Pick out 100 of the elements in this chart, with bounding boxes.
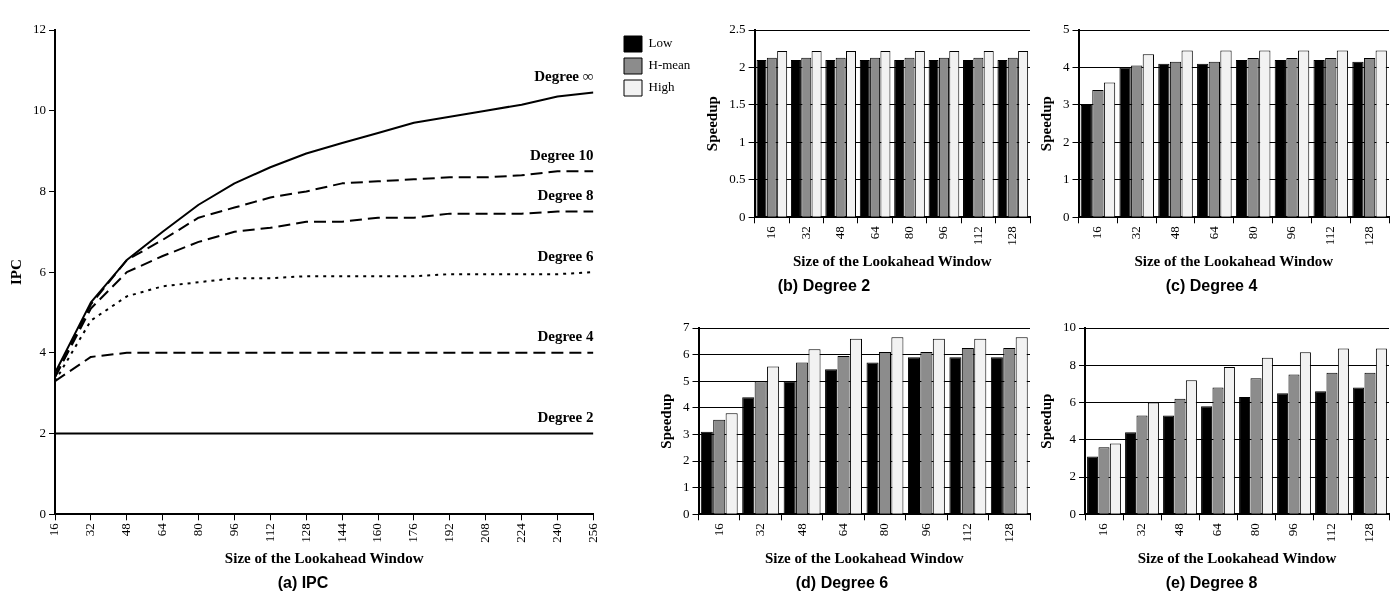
x-tick-label: 32 bbox=[752, 523, 768, 537]
x-tick-label: 48 bbox=[832, 226, 848, 240]
y-tick-label: 8 bbox=[39, 182, 46, 198]
x-tick-label: 128 bbox=[1361, 226, 1377, 246]
x-tick-label: 240 bbox=[548, 523, 564, 543]
x-tick-label: 80 bbox=[190, 523, 205, 537]
x-tick-label: 192 bbox=[441, 523, 457, 543]
text: (b) Degree 2 bbox=[777, 276, 871, 294]
x-tick-label: 112 bbox=[969, 226, 985, 246]
y-tick-label: 6 bbox=[1069, 393, 1077, 409]
text: (a) IPC bbox=[277, 573, 329, 591]
y-tick-label: 2 bbox=[683, 452, 690, 468]
text: (d) Degree 6 bbox=[795, 573, 889, 591]
series-label: Degree 8 bbox=[537, 186, 594, 203]
legend-label: Low bbox=[648, 35, 673, 51]
x-tick-label: 128 bbox=[297, 523, 313, 543]
x-tick-label: 112 bbox=[261, 523, 277, 543]
y-axis-title: Speedup bbox=[1037, 96, 1054, 152]
y-axis-title: Speedup bbox=[704, 96, 721, 152]
y-tick-label: 2 bbox=[1069, 468, 1076, 484]
x-tick-label: 64 bbox=[154, 522, 170, 537]
x-tick-label: 96 bbox=[935, 225, 951, 240]
series-label: Degree 2 bbox=[537, 408, 594, 425]
x-tick-label: 160 bbox=[369, 523, 385, 543]
x-tick-label: 80 bbox=[900, 226, 916, 240]
y-tick-label: 0 bbox=[683, 505, 690, 521]
x-tick-label: 112 bbox=[1322, 226, 1338, 246]
y-tick-label: 4 bbox=[39, 344, 47, 360]
x-tick-label: 112 bbox=[959, 523, 975, 543]
series-label: Degree 4 bbox=[537, 328, 594, 345]
x-tick-label: 32 bbox=[797, 226, 813, 240]
x-tick-label: 128 bbox=[1361, 523, 1377, 543]
x-tick-label: 16 bbox=[1089, 225, 1105, 240]
x-axis-title: Size of the Lookahead Window bbox=[764, 549, 964, 566]
y-tick-label: 5 bbox=[1063, 21, 1070, 37]
x-tick-label: 96 bbox=[917, 522, 933, 537]
x-axis-title: Size of the Lookahead Window bbox=[1137, 549, 1337, 566]
x-tick-label: 16 bbox=[46, 522, 62, 537]
y-tick-label: 8 bbox=[1069, 356, 1076, 372]
x-tick-label: 32 bbox=[82, 523, 98, 537]
x-tick-label: 16 bbox=[1095, 522, 1111, 537]
y-tick-label: 2.5 bbox=[729, 21, 746, 37]
x-tick-label: 64 bbox=[866, 225, 882, 240]
y-tick-label: 6 bbox=[39, 263, 47, 279]
y-tick-label: 0 bbox=[1069, 505, 1076, 521]
x-tick-label: 96 bbox=[1285, 522, 1301, 537]
y-tick-label: 4 bbox=[1063, 58, 1070, 74]
x-tick-label: 32 bbox=[1133, 523, 1149, 537]
series-label: Degree 6 bbox=[537, 247, 594, 264]
y-tick-label: 10 bbox=[1063, 319, 1076, 335]
x-tick-label: 96 bbox=[225, 522, 241, 537]
x-tick-label: 64 bbox=[834, 522, 850, 537]
y-axis-title: Speedup bbox=[657, 393, 674, 449]
y-tick-label: 10 bbox=[33, 102, 46, 118]
series-label: Degree 10 bbox=[529, 146, 594, 163]
y-axis-title: Speedup bbox=[1037, 393, 1054, 449]
legend-label: H-mean bbox=[648, 57, 691, 73]
x-tick-label: 144 bbox=[333, 522, 349, 543]
y-tick-label: 1.5 bbox=[729, 96, 746, 112]
x-tick-label: 48 bbox=[1166, 226, 1182, 240]
y-tick-label: 2 bbox=[39, 425, 46, 441]
y-tick-label: 3 bbox=[1063, 96, 1070, 112]
y-tick-label: 4 bbox=[683, 399, 690, 415]
x-tick-label: 16 bbox=[763, 225, 779, 240]
x-tick-label: 80 bbox=[1247, 523, 1263, 537]
y-tick-label: 1 bbox=[1063, 171, 1070, 187]
y-tick-label: 5 bbox=[683, 372, 690, 388]
y-tick-label: 3 bbox=[683, 425, 690, 441]
legend-label: High bbox=[648, 79, 675, 95]
text: (e) Degree 8 bbox=[1165, 573, 1258, 591]
series-label: Degree ∞ bbox=[534, 67, 594, 84]
x-tick-label: 176 bbox=[405, 522, 421, 543]
x-tick-label: 48 bbox=[793, 523, 809, 537]
y-tick-label: 7 bbox=[683, 319, 690, 335]
x-tick-label: 128 bbox=[1004, 226, 1020, 246]
y-tick-label: 0 bbox=[1063, 208, 1070, 224]
x-tick-label: 256 bbox=[584, 522, 600, 543]
x-axis-title: Size of the Lookahead Window bbox=[224, 549, 424, 566]
x-tick-label: 16 bbox=[710, 522, 726, 537]
x-tick-label: 80 bbox=[1244, 226, 1260, 240]
x-tick-label: 32 bbox=[1128, 226, 1144, 240]
x-axis-title: Size of the Lookahead Window bbox=[792, 252, 992, 269]
x-tick-label: 112 bbox=[1323, 523, 1339, 543]
x-tick-label: 224 bbox=[513, 522, 529, 543]
x-tick-label: 48 bbox=[118, 523, 134, 537]
y-tick-label: 12 bbox=[33, 21, 46, 37]
y-tick-label: 1 bbox=[683, 479, 690, 495]
x-axis-title: Size of the Lookahead Window bbox=[1134, 252, 1334, 269]
x-tick-label: 64 bbox=[1205, 225, 1221, 240]
x-tick-label: 48 bbox=[1171, 523, 1187, 537]
text: (c) Degree 4 bbox=[1165, 276, 1258, 294]
y-tick-label: 0 bbox=[39, 505, 46, 521]
y-tick-label: 0 bbox=[739, 208, 746, 224]
x-tick-label: 128 bbox=[1000, 523, 1016, 543]
x-tick-label: 64 bbox=[1209, 522, 1225, 537]
x-tick-label: 96 bbox=[1283, 225, 1299, 240]
y-tick-label: 2 bbox=[1063, 133, 1070, 149]
x-tick-label: 80 bbox=[876, 523, 892, 537]
y-tick-label: 1 bbox=[739, 133, 746, 149]
y-tick-label: 2 bbox=[739, 58, 746, 74]
